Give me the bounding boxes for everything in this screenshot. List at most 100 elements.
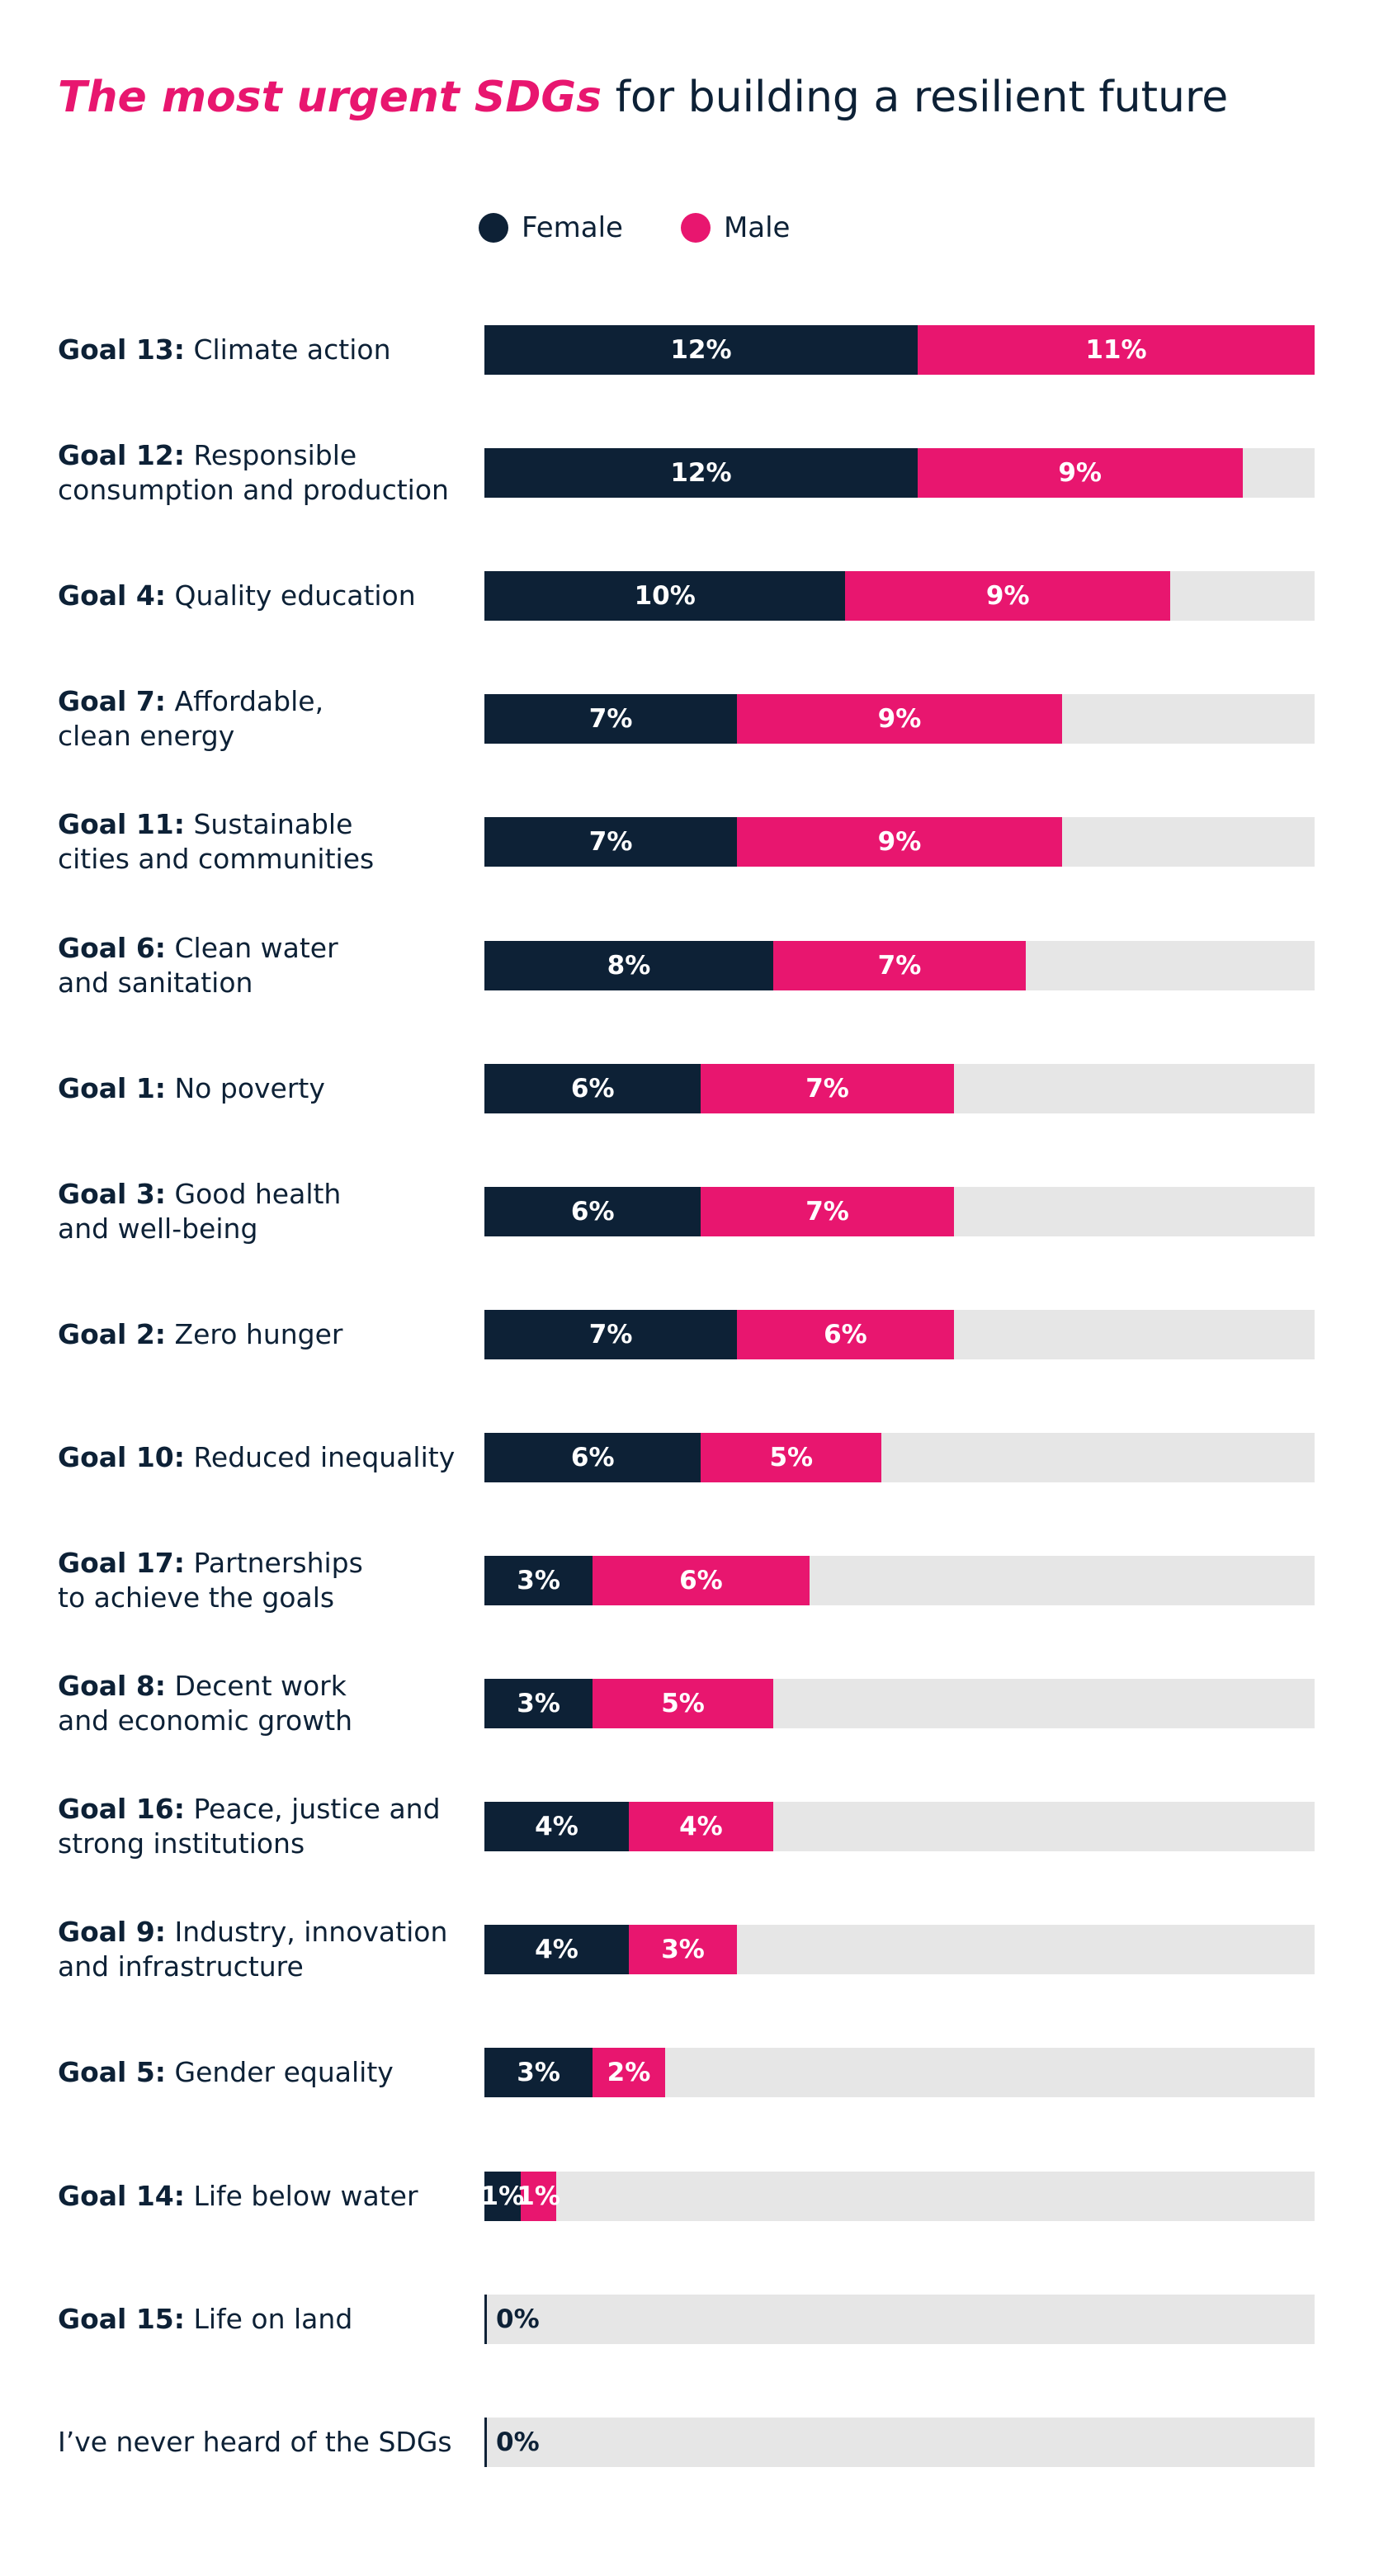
chart-title-accent: The most urgent SDGs [58,73,602,122]
bar-segment-female [484,941,773,990]
bar-value-label-female: 12% [670,335,732,365]
category-label: Goal 15: Life on land [58,2302,462,2337]
category-label-line1: Affordable, [174,685,324,717]
bar-segment-male [628,1925,738,1974]
category-label-line1: Partnerships [193,1547,363,1579]
bar-value-label-male: 6% [679,1566,723,1595]
bar-track: 8% 7% [484,941,1315,990]
category-label: I’ve never heard of the SDGs [58,2425,462,2460]
bar-segment-male [593,2048,665,2097]
category-label: Goal 1: No poverty [58,1071,462,1106]
category-label-goal: Goal 2: [58,1318,166,1350]
bar-segment-female [484,1310,738,1359]
category-label-line1: Life on land [193,2303,353,2335]
category-label: Goal 17: Partnerships to achieve the goal… [58,1546,462,1615]
bar-value-label-male: 5% [661,1689,705,1718]
bar-track: 7% 6% [484,1310,1315,1359]
bar-value-label-female: 3% [517,1689,560,1718]
bar-segment-zero [484,2295,487,2344]
bar-track: 1% 1% [480,2172,1315,2221]
category-label-line2: and sanitation [58,967,253,999]
category-label-goal: Goal 3: [58,1178,166,1210]
bar-segment-male [845,571,1171,621]
bar-segment-male [701,1433,882,1482]
bar-value-label-male: 7% [805,1197,849,1227]
category-label-goal: Goal 8: [58,1670,166,1702]
bar-segment-male [917,325,1315,375]
bar-value-label-male: 6% [824,1320,867,1349]
bar-track: 6% 7% [484,1187,1315,1236]
bar-segment-female [484,1064,701,1113]
bar-track: 12% 11% [484,325,1315,375]
bar-track: 4% 4% [484,1802,1315,1851]
bar-segment-male [593,1679,773,1728]
bar-segment-male [593,1556,810,1605]
bar-track: 0% [484,2295,1315,2344]
bar-segment-male [917,448,1243,498]
bar-segment-female [484,817,738,867]
bar-segment-female [484,1556,593,1605]
bar-segment-female [484,2048,593,2097]
category-label-line2: cities and communities [58,843,375,875]
category-label: Goal 2: Zero hunger [58,1317,462,1352]
category-label: Goal 5: Gender equality [58,2055,462,2090]
bar-track: 12% 9% [484,448,1315,498]
category-label-goal: Goal 7: [58,685,166,717]
bar-value-label-female: 6% [570,1197,615,1227]
bar-value-label-female: 3% [517,1566,560,1595]
legend-label-male: Male [723,211,791,244]
bar-value-label-female: 4% [535,1935,578,1964]
bar-segment-female [484,1925,629,1974]
category-label: Goal 9: Industry, innovation and infrastr… [58,1915,462,1984]
bar-value-label-male: 3% [661,1935,705,1964]
category-label: Goal 12: Responsible consumption and prod… [58,438,462,508]
bar-segment-male [701,1187,954,1236]
bar-value-label-female: 12% [670,458,732,488]
legend-item-male: Male [680,211,791,244]
category-label-line1: Responsible [193,439,357,471]
category-label-line1: Industry, innovation [174,1916,448,1948]
category-label-line1: Climate action [193,333,391,366]
category-label: Goal 10: Reduced inequality [58,1440,462,1475]
category-label: Goal 7: Affordable, clean energy [58,684,462,754]
bar-segment-female [484,325,918,375]
category-label: Goal 14: Life below water [58,2179,462,2214]
bar-segment-female [484,571,846,621]
category-label-line1: Sustainable [193,808,353,840]
bar-value-label-female: 7% [588,827,633,857]
bar-value-label-male: 9% [1058,458,1103,488]
category-label-goal: Goal 15: [58,2303,185,2335]
bar-track: 10% 9% [484,571,1315,621]
category-label-goal: Goal 10: [58,1441,185,1473]
bar-value-label-male: 9% [877,704,922,734]
legend-item-female: Female [479,211,623,244]
bar-segment-zero [484,2418,487,2467]
bar-track: 0% [484,2418,1315,2467]
category-label: Goal 4: Quality education [58,579,462,613]
category-label: Goal 16: Peace, justice and strong instit… [58,1792,462,1861]
category-label: Goal 6: Clean water and sanitation [58,931,462,1000]
category-label-line1: Gender equality [174,2056,394,2088]
bar-value-label-female: 10% [634,581,696,611]
bar-value-label-female: 6% [570,1074,615,1104]
bar-segment-female [484,1802,629,1851]
bar-track: 3% 2% [484,2048,1315,2097]
bar-value-label-male: 5% [769,1443,814,1472]
bar-segment-male [737,694,1062,744]
category-label-line1: I’ve never heard of the SDGs [58,2426,452,2458]
category-label-line2: and economic growth [58,1704,353,1737]
bar-value-label-male: 1% [517,2181,560,2211]
bar-segment-male [737,1310,954,1359]
bar-value-label-male: 4% [679,1812,723,1841]
bar-segment-female [484,448,918,498]
chart-title-rest: for building a resilient future [602,73,1229,122]
bar-value-label-female: 1% [480,2181,525,2211]
category-label-line2: to achieve the goals [58,1581,335,1614]
bar-track: 6% 7% [484,1064,1315,1113]
category-label-goal: Goal 9: [58,1916,166,1948]
category-label: Goal 8: Decent work and economic growth [58,1669,462,1738]
bar-value-label-male: 7% [805,1074,849,1104]
bar-segment-female [484,1679,593,1728]
bar-segment-male [628,1802,773,1851]
bar-track: 4% 3% [484,1925,1315,1974]
